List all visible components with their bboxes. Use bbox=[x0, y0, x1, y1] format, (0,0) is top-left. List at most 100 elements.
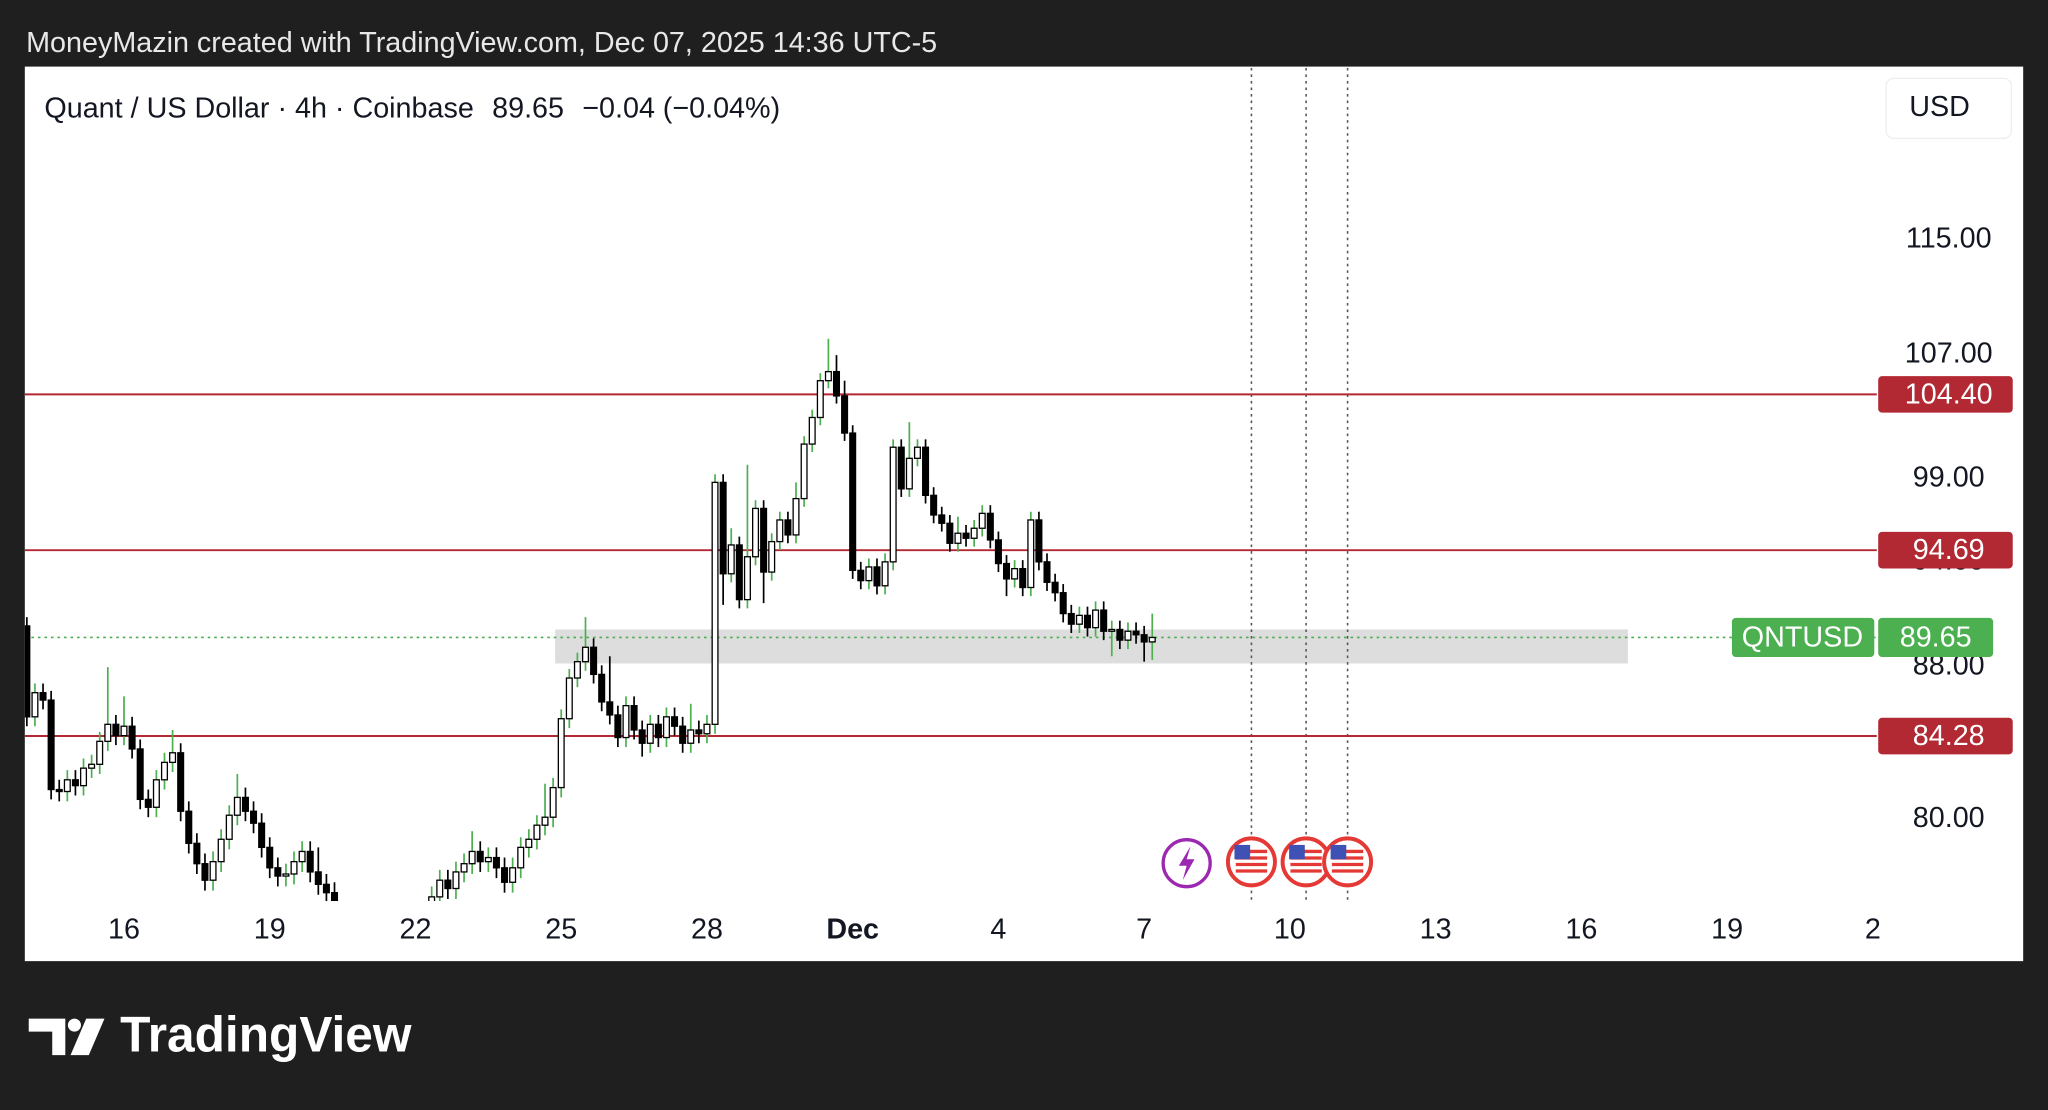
currency-button[interactable] bbox=[1885, 77, 2013, 140]
candle-body bbox=[136, 748, 144, 801]
candle-body bbox=[541, 816, 549, 826]
candle-body bbox=[1083, 614, 1092, 629]
candle-body bbox=[970, 527, 978, 539]
candle-body bbox=[962, 532, 970, 539]
candle-body bbox=[703, 723, 711, 735]
candle-body bbox=[492, 856, 500, 869]
y-tick-label: 80.00 bbox=[1913, 802, 1985, 834]
candle-body bbox=[994, 539, 1002, 565]
logo-bar bbox=[28, 1018, 66, 1056]
legend: Quant / US Dollar · 4h · Coinbase 89.65 −0… bbox=[44, 92, 780, 124]
candle-body bbox=[954, 532, 962, 544]
candle-body bbox=[177, 752, 185, 812]
candle-body bbox=[306, 850, 314, 873]
x-tick-label: 22 bbox=[399, 914, 431, 946]
candle-body bbox=[71, 779, 79, 787]
x-tick-label: 10 bbox=[1274, 914, 1306, 946]
candle-body bbox=[978, 512, 986, 529]
candle-body bbox=[201, 863, 209, 881]
candle-body bbox=[735, 544, 743, 601]
y-tick-label: 99.00 bbox=[1913, 462, 1985, 494]
candle-body bbox=[760, 507, 768, 573]
last-price-label: 89.65 bbox=[1900, 621, 1972, 653]
level-tag bbox=[1878, 376, 2013, 413]
candle-body bbox=[533, 824, 541, 840]
currency[interactable]: USD bbox=[1909, 91, 1970, 123]
candle-body bbox=[727, 544, 735, 575]
candle-body bbox=[913, 446, 921, 459]
candle-body bbox=[808, 416, 816, 445]
candle-body bbox=[501, 867, 509, 883]
legend-last: 89.65 bbox=[492, 92, 564, 124]
logo-slash bbox=[70, 1018, 105, 1056]
symbol-tag bbox=[1731, 617, 1875, 658]
y-tick-label: 107.00 bbox=[1905, 338, 1993, 370]
candle-body bbox=[841, 395, 849, 434]
candle-body bbox=[671, 716, 679, 727]
candle-body bbox=[897, 446, 905, 490]
candle-body bbox=[792, 497, 800, 536]
x-tick-label: 28 bbox=[691, 914, 723, 946]
brand: TradingView bbox=[120, 1006, 412, 1062]
candle-body bbox=[849, 432, 857, 572]
x-tick-label: 19 bbox=[254, 914, 286, 946]
overlay: 80.0088.0094.0099.00107.00115.0016192225… bbox=[108, 223, 2013, 946]
candle-body bbox=[752, 507, 760, 558]
candle-body bbox=[444, 879, 452, 890]
candle-body bbox=[169, 752, 177, 764]
x-tick-label: Dec bbox=[826, 914, 879, 946]
candle-body bbox=[1051, 581, 1059, 594]
y-tick-label: 115.00 bbox=[1906, 223, 1992, 255]
candle-body bbox=[557, 718, 565, 789]
candle-body bbox=[614, 714, 622, 739]
candle-body bbox=[905, 457, 913, 490]
candle-body bbox=[832, 370, 841, 397]
candle-body bbox=[695, 729, 703, 735]
candle-body bbox=[889, 446, 897, 563]
candle-body bbox=[1092, 609, 1100, 629]
x-tick-label: 16 bbox=[1565, 914, 1597, 946]
candle-body bbox=[55, 788, 63, 793]
x-tick-label: 13 bbox=[1420, 914, 1452, 946]
level-label: 84.28 bbox=[1913, 720, 1985, 752]
candle-body bbox=[250, 810, 258, 824]
candle-body bbox=[112, 723, 120, 737]
x-tick-label: 19 bbox=[1711, 914, 1743, 946]
candle-body bbox=[517, 846, 525, 869]
candle-body bbox=[1100, 609, 1108, 632]
level-label: 94.69 bbox=[1913, 534, 1985, 566]
candle-body bbox=[1132, 630, 1140, 636]
candle-body bbox=[160, 761, 169, 781]
candle-body bbox=[266, 846, 274, 869]
candle-body bbox=[258, 822, 266, 849]
x-tick-label: 4 bbox=[990, 914, 1006, 946]
candle-body bbox=[1027, 519, 1035, 589]
candle-body bbox=[784, 519, 792, 536]
candle-body bbox=[606, 701, 614, 716]
symbol-label: QNTUSD bbox=[1742, 621, 1863, 653]
candle-body bbox=[1075, 614, 1083, 625]
candle-body bbox=[436, 879, 444, 898]
event-flag bbox=[1225, 836, 1277, 888]
candle-body bbox=[1011, 567, 1019, 580]
candle-body bbox=[646, 723, 654, 744]
candle-body bbox=[776, 519, 784, 543]
candle-body bbox=[549, 786, 557, 818]
candle-body bbox=[1043, 561, 1051, 584]
candle-body bbox=[881, 561, 889, 587]
candle-body bbox=[1140, 634, 1148, 643]
level-label: 104.40 bbox=[1905, 378, 1993, 410]
candle-body bbox=[233, 796, 241, 816]
brand-logo bbox=[28, 1018, 105, 1056]
candle-body bbox=[1035, 519, 1043, 563]
candle-body bbox=[857, 569, 865, 582]
x-tick-label: 25 bbox=[545, 914, 577, 946]
x-tick-label: 7 bbox=[1136, 914, 1152, 946]
legend-title: Quant / US Dollar · 4h · Coinbase bbox=[44, 92, 473, 124]
candle-body bbox=[525, 838, 533, 849]
candle-body bbox=[120, 725, 128, 737]
candle-body bbox=[622, 704, 630, 739]
candle-body bbox=[428, 896, 436, 902]
